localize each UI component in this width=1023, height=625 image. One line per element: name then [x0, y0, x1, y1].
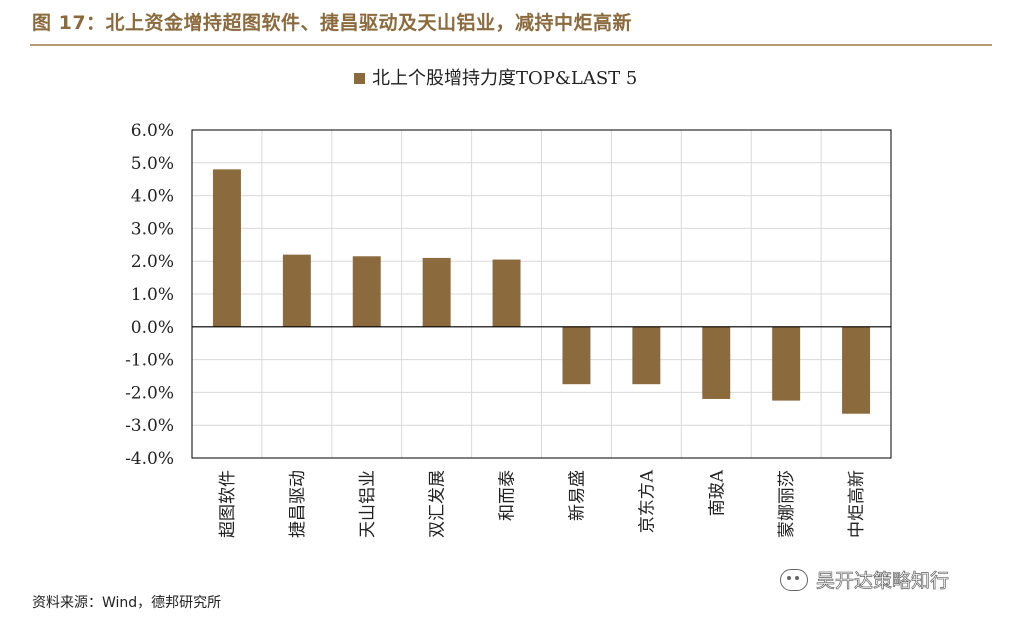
watermark: 吴开达策略知行	[780, 566, 949, 593]
bar	[492, 259, 521, 327]
x-category-label: 和而泰	[498, 470, 518, 521]
y-tick-label: 0.0%	[131, 318, 174, 338]
figure-title: 图 17：北上资金增持超图软件、捷昌驱动及天山铝业，减持中炬高新	[32, 12, 633, 34]
bar	[212, 169, 241, 327]
x-category-label: 中炬高新	[847, 470, 867, 538]
bar	[562, 326, 591, 385]
x-category-label: 京东方A	[637, 469, 657, 533]
bar	[282, 254, 311, 327]
bar	[772, 326, 801, 401]
bar	[352, 256, 381, 327]
bar	[422, 257, 451, 327]
y-tick-label: 2.0%	[131, 252, 174, 272]
title-divider	[30, 44, 992, 46]
y-tick-label: 6.0%	[131, 121, 174, 141]
y-tick-label: -3.0%	[125, 416, 174, 436]
y-tick-label: 5.0%	[131, 154, 174, 174]
x-category-label: 新易盛	[567, 470, 587, 521]
x-category-label: 捷昌驱动	[288, 470, 308, 538]
legend-label: 北上个股增持力度TOP&LAST 5	[372, 68, 637, 89]
y-tick-label: -4.0%	[125, 449, 174, 469]
bar	[702, 326, 731, 399]
source-note: 资料来源：Wind，德邦研究所	[32, 595, 222, 611]
bar-layer	[212, 169, 871, 414]
legend-swatch	[354, 73, 365, 84]
x-category-label: 南玻A	[707, 469, 727, 516]
y-tick-label: -1.0%	[125, 351, 174, 371]
bar	[842, 326, 871, 414]
x-category-label: 天山铝业	[358, 470, 378, 538]
y-tick-label: 3.0%	[131, 219, 174, 239]
watermark-text: 吴开达策略知行	[816, 570, 950, 593]
x-category-label: 蒙娜丽莎	[777, 470, 797, 538]
y-tick-label: -2.0%	[125, 383, 174, 403]
bar	[632, 326, 661, 385]
wechat-icon	[780, 568, 808, 591]
plot-frame	[191, 129, 892, 459]
y-tick-label: 4.0%	[131, 187, 174, 207]
axis-layer	[191, 129, 892, 459]
label-layer: 6.0% 5.0% 4.0% 3.0% 2.0% 1.0% 0.0% -1.0% -2.0% -3…	[125, 121, 867, 538]
legend: 北上个股增持力度TOP&LAST 5	[354, 68, 637, 89]
y-tick-label: 1.0%	[131, 285, 174, 305]
x-category-label: 超图软件	[218, 470, 238, 538]
x-category-label: 双汇发展	[428, 470, 448, 538]
